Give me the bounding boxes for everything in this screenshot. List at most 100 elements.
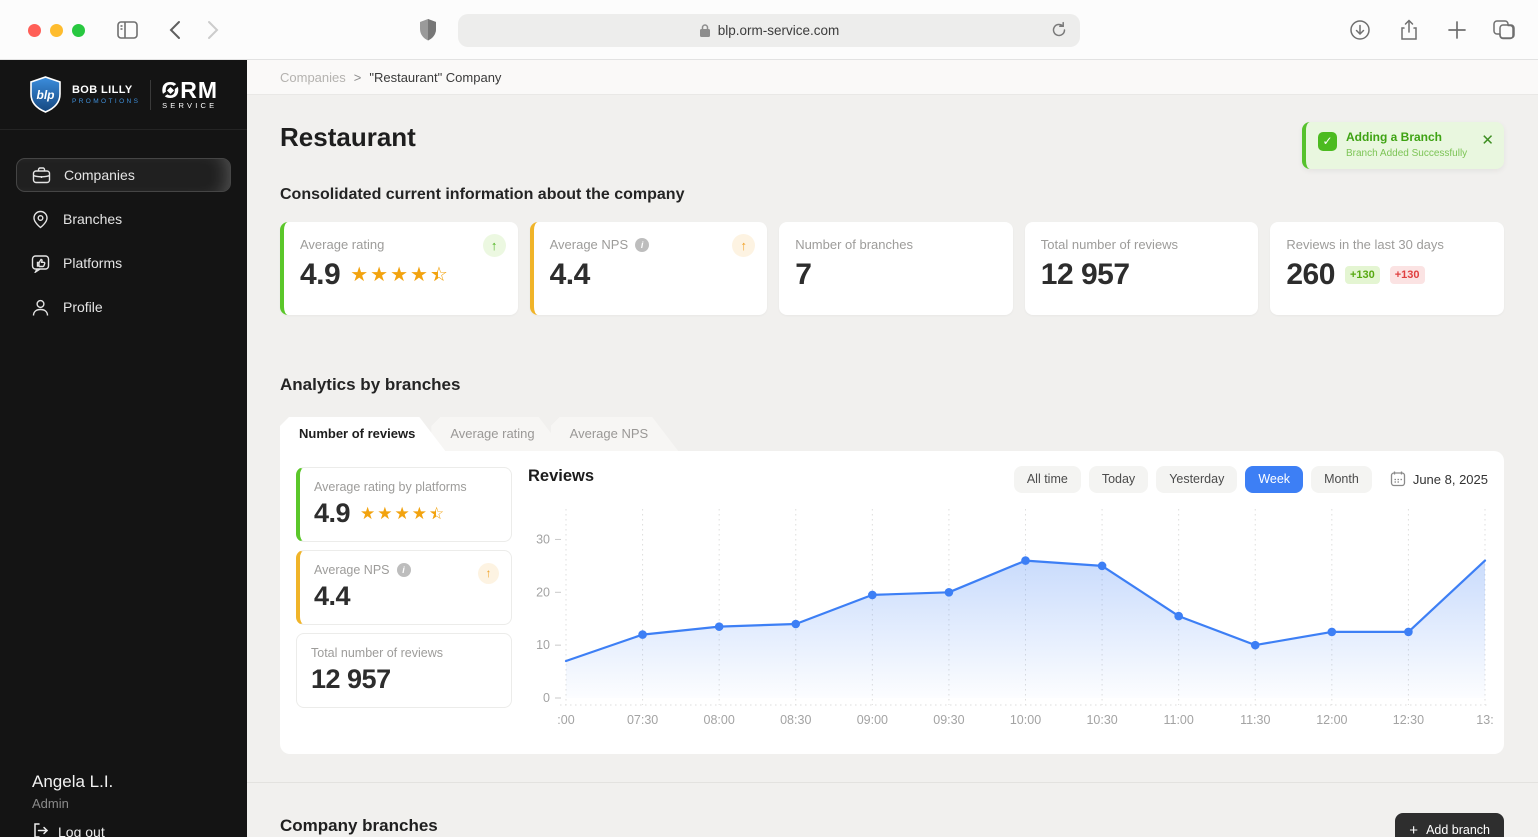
filter-month[interactable]: Month [1311, 466, 1372, 493]
info-icon[interactable]: i [396, 563, 411, 577]
sidebar-item-profile[interactable]: Profile [16, 290, 231, 324]
svg-text:10: 10 [536, 638, 550, 652]
reviews-line-chart: :00 07:30 08:00 08:30 09:00 09:30 10:00 10:30 11… [520, 493, 1495, 745]
tab-average-nps[interactable]: Average NPS [551, 417, 679, 451]
sidebar-item-branches[interactable]: Branches [16, 202, 231, 236]
info-icon[interactable]: i [635, 237, 650, 252]
card-label: Average rating [300, 237, 385, 252]
logout-icon [32, 822, 49, 837]
sidebar-item-platforms[interactable]: Platforms [16, 246, 231, 280]
card-reviews-30-days: Reviews in the last 30 days 260 +130 +13… [1270, 222, 1504, 315]
user-role: Admin [32, 796, 69, 811]
side-card-average-rating-platforms: Average rating by platforms 4.9 ★★★★☆★ [296, 467, 512, 542]
thumbs-up-icon [31, 254, 50, 273]
user-name: Angela L.I. [32, 772, 114, 791]
toast-close-icon[interactable]: ✕ [1481, 132, 1494, 149]
filter-all-time[interactable]: All time [1013, 466, 1081, 493]
sidebar-item-companies[interactable]: Companies [16, 158, 231, 192]
star-rating: ★★★★☆★ [350, 264, 448, 286]
breadcrumb-companies-link[interactable]: Companies [280, 69, 346, 85]
product-logo: ORM [161, 76, 219, 103]
analytics-tabs: Number of reviews Average rating Average… [280, 417, 664, 451]
svg-text:13:: 13: [1476, 713, 1493, 727]
summary-heading: Consolidated current information about t… [280, 186, 685, 203]
svg-text:10:00: 10:00 [1010, 713, 1041, 727]
page-title: Restaurant [280, 122, 416, 152]
toast-notification: ✓ Adding a Branch Branch Added Successfu… [1302, 122, 1504, 169]
app-logo: blp BOB LILLY PROMOTIONS ORM SERVICE [0, 60, 247, 130]
filter-week[interactable]: Week [1245, 466, 1304, 493]
blp-shield-icon: blp [30, 76, 61, 113]
lock-icon [699, 24, 710, 37]
user-info: Angela L.I. Admin [32, 772, 113, 811]
toast-title: Adding a Branch [1346, 130, 1443, 144]
refresh-button[interactable] [1050, 21, 1068, 44]
svg-text:08:30: 08:30 [780, 713, 811, 727]
card-label: Average rating by platforms [314, 480, 467, 494]
downloads-button[interactable] [1349, 19, 1371, 46]
map-pin-icon [31, 210, 50, 229]
add-branch-label: Add branch [1426, 823, 1490, 837]
window-zoom-button[interactable] [72, 24, 85, 37]
filter-today[interactable]: Today [1088, 466, 1149, 493]
card-total-reviews: Total number of reviews 12 957 [1024, 222, 1259, 315]
address-bar[interactable]: blp.orm-service.com [458, 14, 1080, 47]
svg-text:20: 20 [536, 585, 550, 599]
svg-text:07:30: 07:30 [627, 713, 658, 727]
tab-number-of-reviews[interactable]: Number of reviews [280, 417, 445, 451]
card-label: Total number of reviews [1040, 237, 1179, 252]
tab-average-rating[interactable]: Average rating [431, 417, 564, 451]
forward-button[interactable] [206, 20, 220, 45]
main-content: Companies > "Restaurant" Company Restaur… [247, 60, 1538, 837]
svg-text:12:00: 12:00 [1316, 713, 1347, 727]
svg-text:30: 30 [536, 532, 550, 546]
sidebar: blp BOB LILLY PROMOTIONS ORM SERVICE Com… [0, 60, 247, 837]
toast-message: Branch Added Successfully [1346, 148, 1468, 159]
svg-text:11:00: 11:00 [1163, 713, 1193, 727]
date-label: June 8, 2025 [1412, 472, 1488, 487]
positive-badge: +130 [1344, 266, 1380, 284]
card-value: 12 957 [1040, 258, 1130, 291]
logout-label: Log out [58, 824, 105, 837]
card-average-rating: Average rating ↑ 4.9 ★★★★☆★ [280, 222, 518, 315]
filter-yesterday[interactable]: Yesterday [1156, 466, 1238, 493]
analytics-heading: Analytics by branches [280, 375, 461, 394]
card-value: 4.9 [314, 498, 351, 528]
breadcrumb: Companies > "Restaurant" Company [247, 60, 1538, 95]
brand-subtitle: PROMOTIONS [71, 98, 141, 105]
tab-overview-button[interactable] [1492, 19, 1516, 46]
sidebar-nav: Companies Branches Platforms Profile [0, 130, 247, 324]
add-branch-button[interactable]: + Add branch [1395, 813, 1504, 837]
privacy-shield-icon[interactable] [419, 18, 437, 47]
success-check-icon: ✓ [1318, 132, 1337, 151]
svg-text:08:00: 08:00 [704, 713, 735, 727]
card-value: 4.4 [549, 258, 591, 291]
sidebar-item-label: Platforms [63, 255, 123, 271]
new-tab-button[interactable] [1447, 20, 1467, 45]
card-value: 4.4 [314, 581, 351, 611]
svg-text:11:30: 11:30 [1240, 713, 1270, 727]
svg-text:0: 0 [543, 691, 550, 705]
window-close-button[interactable] [28, 24, 41, 37]
person-icon [31, 298, 50, 317]
trend-up-icon: ↑ [478, 563, 499, 584]
section-divider [247, 782, 1538, 783]
share-button[interactable] [1398, 19, 1420, 47]
side-card-total-reviews: Total number of reviews 12 957 [296, 633, 512, 708]
window-minimize-button[interactable] [50, 24, 63, 37]
logout-button[interactable]: Log out [32, 822, 105, 837]
svg-text:10:30: 10:30 [1086, 713, 1117, 727]
svg-text:12:30: 12:30 [1393, 713, 1424, 727]
card-label: Average NPS [314, 563, 390, 577]
card-label: Reviews in the last 30 days [1286, 237, 1444, 252]
trend-up-icon: ↑ [732, 234, 756, 257]
brand-name: BOB LILLY [71, 84, 133, 96]
card-value: 4.9 [300, 258, 341, 291]
sidebar-toggle-icon[interactable] [116, 19, 139, 46]
company-branches-heading: Company branches [280, 816, 438, 835]
summary-cards: Average rating ↑ 4.9 ★★★★☆★ Average NPS … [280, 222, 1504, 315]
date-picker[interactable]: June 8, 2025 [1390, 470, 1488, 490]
back-button[interactable] [168, 20, 182, 45]
side-card-average-nps: Average NPS i ↑ 4.4 [296, 550, 512, 625]
svg-text:09:00: 09:00 [857, 713, 888, 727]
